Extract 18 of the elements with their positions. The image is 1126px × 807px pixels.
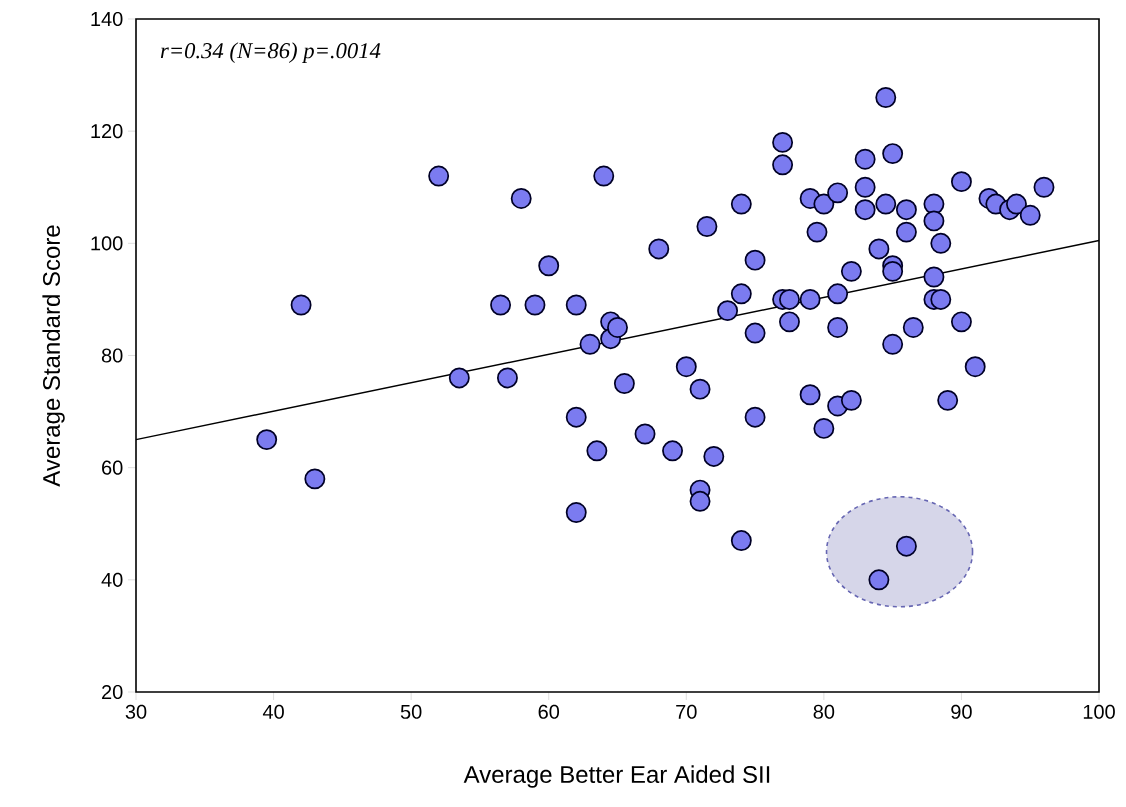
y-tick-label: 120 (91, 124, 123, 139)
x-tick-label: 70 (676, 704, 697, 719)
y-tick-label: 60 (102, 460, 123, 475)
x-tick-label: 80 (813, 704, 835, 719)
x-tick-label: 100 (1083, 704, 1115, 719)
x-axis-title: Average Better Ear Aided SII (463, 765, 770, 788)
y-axis-title: Average Standard Score (42, 225, 65, 487)
y-tick-label: 20 (102, 684, 123, 700)
annotation: r=0.34 (N=86) p=.0014 (160, 42, 381, 63)
x-tick-label: 30 (125, 704, 147, 719)
y-tick-label: 140 (91, 11, 123, 27)
x-tick-label: 90 (951, 704, 972, 719)
y-tick-label: 40 (101, 572, 123, 587)
x-tick-label: 60 (538, 704, 560, 719)
y-tick-label: 80 (101, 348, 123, 363)
x-tick-label: 50 (400, 704, 422, 719)
x-tick-label: 40 (262, 704, 284, 719)
y-tick-label: 100 (91, 236, 123, 251)
